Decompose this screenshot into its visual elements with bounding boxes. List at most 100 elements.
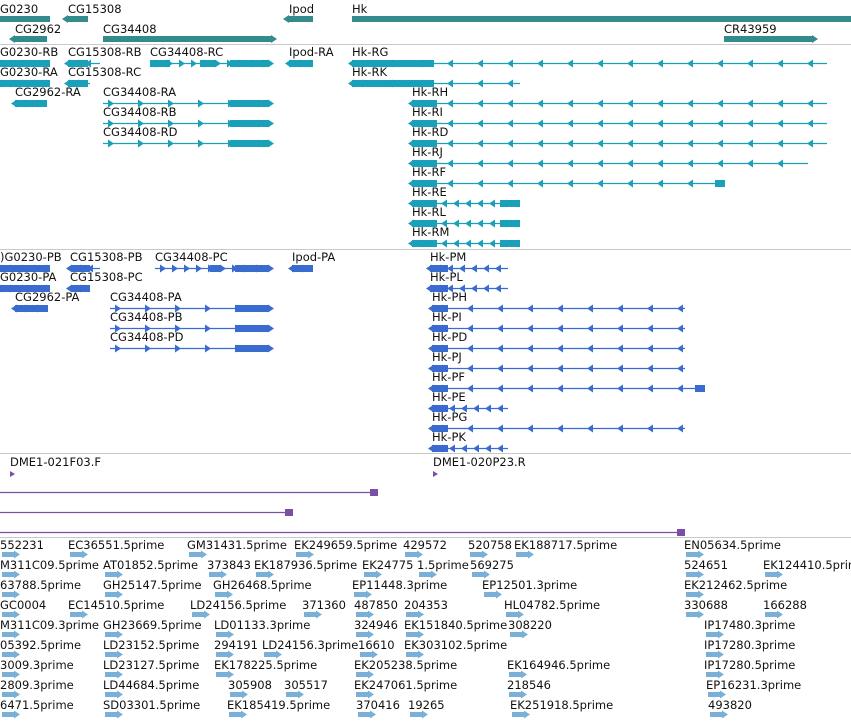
est-feature[interactable]: EK124410.5prime — [763, 558, 851, 579]
est-feature[interactable]: 6471.5prime — [0, 698, 74, 719]
transcript-feature[interactable]: Hk-RD — [408, 125, 827, 148]
protein-feature[interactable]: CG34408-PD — [110, 330, 274, 353]
est-feature[interactable]: 16610 — [358, 638, 395, 659]
est-feature[interactable]: LD23152.5prime — [103, 638, 199, 659]
transcript-feature[interactable]: CG2962-RA — [11, 85, 81, 108]
est-feature[interactable]: AT01852.5prime — [103, 558, 198, 579]
transcript-feature[interactable]: Hk-RK — [348, 65, 520, 88]
transcript-feature[interactable]: CG34408-RC — [150, 45, 274, 68]
est-feature[interactable]: EK151840.5prime — [404, 618, 507, 639]
protein-feature[interactable]: CG34408-PC — [155, 250, 274, 273]
est-feature[interactable]: EP11448.3prime — [352, 578, 447, 599]
est-feature[interactable]: 63788.5prime — [0, 578, 81, 599]
protein-feature[interactable]: CG15308-PC — [66, 270, 143, 293]
transcript-feature[interactable]: CG34408-RA — [103, 85, 274, 108]
est-feature[interactable]: 308220 — [508, 618, 552, 639]
transcript-feature[interactable]: Hk-RL — [408, 205, 520, 228]
est-feature[interactable]: IP17280.3prime — [704, 638, 795, 659]
gene-feature[interactable]: Ipod — [283, 2, 314, 23]
clone-feature[interactable]: DME1-021F03.F — [10, 455, 101, 477]
protein-feature[interactable]: )G0230-PB — [0, 250, 62, 273]
est-feature[interactable]: EN05634.5prime — [684, 538, 781, 559]
est-feature[interactable]: EK164946.5prime — [507, 658, 610, 679]
transcript-feature[interactable]: Hk-RJ — [408, 145, 808, 168]
transcript-feature[interactable]: Ipod-RA — [285, 45, 334, 68]
transcript-feature[interactable]: CG34408-RD — [103, 125, 274, 148]
protein-feature[interactable]: Hk-PD — [428, 330, 685, 353]
est-feature[interactable]: 1.5prime — [417, 558, 469, 579]
est-feature[interactable]: 2809.3prime — [0, 678, 74, 699]
est-feature[interactable]: 569275 — [470, 558, 514, 579]
est-feature[interactable]: 294191 — [214, 638, 258, 659]
est-feature[interactable]: M311C09.5prime — [0, 558, 99, 579]
protein-feature[interactable]: CG34408-PB — [110, 310, 274, 333]
clone-track[interactable]: DME1-021F03.F DME1-020P23.R — [0, 455, 685, 536]
est-feature[interactable]: EK24775 — [362, 558, 413, 579]
est-feature[interactable]: 429572 — [403, 538, 447, 559]
est-feature[interactable]: LD24156.5prime — [190, 598, 286, 619]
est-feature[interactable]: 493820 — [708, 698, 752, 719]
gene-feature[interactable]: Hk — [352, 2, 851, 23]
protein-feature[interactable]: Ipod-PA — [288, 250, 335, 273]
est-feature[interactable]: 330688 — [684, 598, 728, 619]
transcript-feature[interactable]: Hk-RE — [408, 185, 520, 208]
est-feature[interactable]: 373843 — [207, 558, 251, 579]
protein-feature[interactable]: Hk-PH — [428, 290, 685, 313]
est-feature[interactable]: IP17280.5prime — [704, 658, 795, 679]
clone-span[interactable] — [0, 489, 378, 496]
est-feature[interactable]: EK212462.5prime — [684, 578, 787, 599]
transcript-feature[interactable]: CG34408-RB — [103, 105, 274, 128]
est-feature[interactable]: 204353 — [404, 598, 448, 619]
transcript-track[interactable]: G0230-RB CG15308-RB CG34408-RC Ipod-RA Hk-RG… — [0, 45, 827, 248]
est-feature[interactable]: IP17480.3prime — [704, 618, 795, 639]
gene-feature[interactable]: CG34408 — [103, 22, 277, 43]
est-feature[interactable]: LD24156.3prime — [262, 638, 358, 659]
est-feature[interactable]: EC14510.5prime — [68, 598, 164, 619]
est-track[interactable]: 552231 EC36551.5prime GM31431.5prime EK2496… — [0, 538, 851, 719]
protein-feature[interactable]: Hk-PE — [428, 390, 508, 413]
est-feature[interactable]: 371360 — [302, 598, 346, 619]
est-feature[interactable]: 487850 — [354, 598, 398, 619]
protein-feature[interactable]: Hk-PL — [426, 270, 508, 293]
transcript-feature[interactable]: Hk-RM — [408, 225, 520, 248]
protein-feature[interactable]: Hk-PI — [428, 310, 685, 333]
clone-span[interactable] — [0, 529, 685, 536]
gene-track[interactable]: G0230 CG15308 Ipod Hk CG2962 CG34408 CR43959 — [0, 2, 851, 43]
gene-feature[interactable]: CR43959 — [724, 22, 818, 43]
gene-feature[interactable]: CG2962 — [9, 22, 61, 43]
est-feature[interactable]: EK187936.5prime — [254, 558, 357, 579]
gene-feature[interactable]: G0230 — [0, 2, 50, 23]
est-feature[interactable]: EK249659.5prime — [294, 538, 397, 559]
est-feature[interactable]: GH23669.5prime — [103, 618, 202, 639]
est-feature[interactable]: EP12501.3prime — [482, 578, 577, 599]
est-feature[interactable]: 05392.5prime — [0, 638, 81, 659]
est-feature[interactable]: SD03301.5prime — [103, 698, 200, 719]
est-feature[interactable]: GM31431.5prime — [187, 538, 287, 559]
est-feature[interactable]: 305908 — [228, 678, 272, 699]
est-feature[interactable]: EK205238.5prime — [354, 658, 457, 679]
est-feature[interactable]: 19265 — [408, 698, 445, 719]
transcript-feature[interactable]: G0230-RB — [0, 45, 58, 68]
transcript-feature[interactable]: Hk-RH — [408, 85, 827, 108]
protein-feature[interactable]: Hk-PF — [428, 370, 705, 393]
gene-feature[interactable]: CG15308 — [62, 2, 122, 23]
protein-feature[interactable]: CG2962-PA — [11, 290, 80, 313]
protein-feature[interactable]: G0230-PA — [0, 270, 57, 293]
est-feature[interactable]: EC36551.5prime — [68, 538, 164, 559]
est-feature[interactable]: EK303102.5prime — [404, 638, 507, 659]
est-feature[interactable]: LD01133.3prime — [214, 618, 310, 639]
est-feature[interactable]: 524651 — [684, 558, 728, 579]
transcript-feature[interactable]: Hk-RI — [408, 105, 827, 128]
protein-feature[interactable]: Hk-PK — [428, 430, 508, 453]
est-feature[interactable]: LD44684.5prime — [103, 678, 199, 699]
est-feature[interactable]: GC0004 — [0, 598, 46, 619]
est-feature[interactable]: EK185419.5prime — [227, 698, 330, 719]
transcript-feature[interactable]: Hk-RG — [348, 45, 827, 68]
protein-track[interactable]: )G0230-PB CG15308-PB CG34408-PC Ipod-PA Hk-P… — [0, 250, 705, 453]
protein-feature[interactable]: CG15308-PB — [66, 250, 143, 273]
est-feature[interactable]: 552231 — [0, 538, 44, 559]
transcript-feature[interactable]: CG15308-RC — [64, 65, 141, 88]
est-feature[interactable]: 166288 — [763, 598, 807, 619]
protein-feature[interactable]: Hk-PG — [428, 410, 685, 433]
transcript-feature[interactable]: CG15308-RB — [64, 45, 142, 68]
